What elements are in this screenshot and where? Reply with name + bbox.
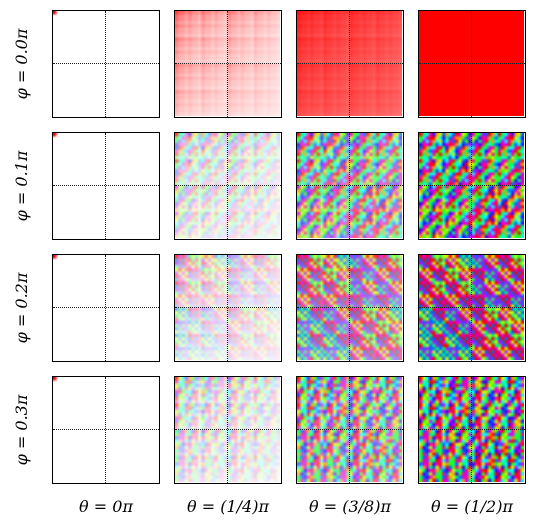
vertical-midline [349, 133, 350, 239]
heatmap-panel [52, 132, 160, 240]
horizontal-midline [419, 429, 525, 430]
heatmap-panel [418, 254, 526, 362]
heatmap-panel [296, 10, 404, 118]
column-label: θ = (3/8)π [309, 497, 391, 516]
vertical-midline [349, 255, 350, 361]
vertical-midline [471, 377, 472, 483]
vertical-midline [471, 255, 472, 361]
heatmap-panel [296, 376, 404, 484]
heatmap-panel [52, 254, 160, 362]
row-label: φ = 0.3π [12, 394, 31, 466]
horizontal-midline [297, 429, 403, 430]
row-label: φ = 0.1π [12, 150, 31, 222]
horizontal-midline [53, 63, 159, 64]
heatmap-panel [174, 376, 282, 484]
vertical-midline [349, 377, 350, 483]
column-label: θ = (1/4)π [187, 497, 269, 516]
heatmap-panel [52, 376, 160, 484]
horizontal-midline [297, 185, 403, 186]
vertical-midline [227, 255, 228, 361]
horizontal-midline [419, 185, 525, 186]
vertical-midline [105, 11, 106, 117]
vertical-midline [227, 133, 228, 239]
row-label: φ = 0.2π [12, 272, 31, 344]
vertical-midline [349, 11, 350, 117]
vertical-midline [471, 133, 472, 239]
heatmap-panel [174, 254, 282, 362]
horizontal-midline [175, 185, 281, 186]
horizontal-midline [175, 307, 281, 308]
horizontal-midline [297, 63, 403, 64]
horizontal-midline [297, 307, 403, 308]
row-label: φ = 0.0π [12, 28, 31, 100]
heatmap-panel [296, 254, 404, 362]
heatmap-panel [418, 132, 526, 240]
heatmap-panel [174, 10, 282, 118]
heatmap-panel [174, 132, 282, 240]
vertical-midline [105, 377, 106, 483]
horizontal-midline [175, 63, 281, 64]
heatmap-panel [418, 10, 526, 118]
horizontal-midline [53, 307, 159, 308]
vertical-midline [105, 133, 106, 239]
vertical-midline [105, 255, 106, 361]
heatmap-panel [418, 376, 526, 484]
horizontal-midline [175, 429, 281, 430]
heatmap-panel [52, 10, 160, 118]
horizontal-midline [419, 307, 525, 308]
horizontal-midline [53, 429, 159, 430]
vertical-midline [227, 377, 228, 483]
heatmap-panel [296, 132, 404, 240]
column-label: θ = 0π [79, 497, 133, 516]
horizontal-midline [419, 63, 525, 64]
column-label: θ = (1/2)π [431, 497, 513, 516]
vertical-midline [471, 11, 472, 117]
vertical-midline [227, 11, 228, 117]
horizontal-midline [53, 185, 159, 186]
